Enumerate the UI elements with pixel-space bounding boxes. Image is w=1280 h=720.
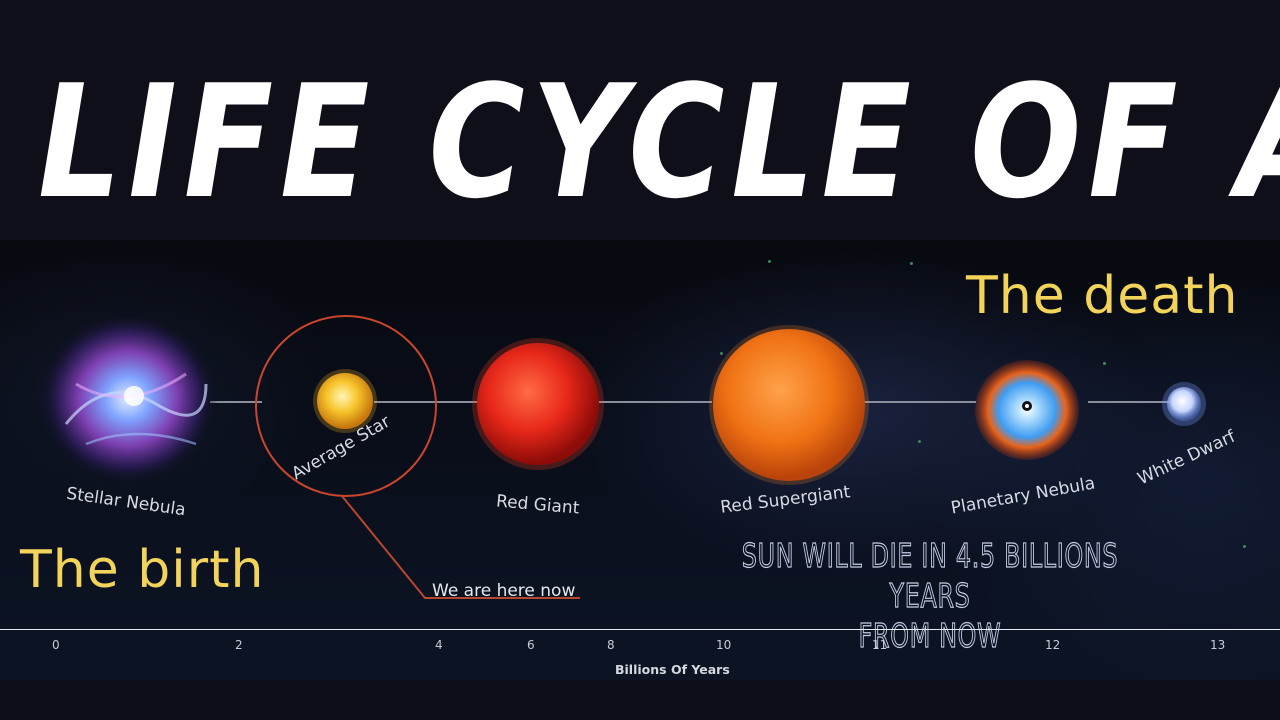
red-giant-image <box>472 338 604 470</box>
bottom-strip <box>0 680 1280 720</box>
marker-line <box>341 495 580 599</box>
sun-death-note: SUN WILL DIE IN 4.5 BILLIONS YEARS FROM … <box>721 535 1139 656</box>
star-dot <box>910 262 913 265</box>
connector-line <box>1088 401 1170 403</box>
axis-tick: 12 <box>1045 638 1061 652</box>
planetary-nebula-image <box>975 360 1079 460</box>
axis-tick: 10 <box>716 638 732 652</box>
connector-line <box>598 401 712 403</box>
sun-death-note-line1: SUN WILL DIE IN 4.5 BILLIONS YEARS <box>741 535 1119 615</box>
phase-birth-label: The birth <box>20 540 265 600</box>
title-main: LIFE CYCLE OF A <box>38 51 1280 233</box>
we-are-here-label: We are here now <box>432 581 576 601</box>
axis-tick: 4 <box>435 638 443 652</box>
stage-label-planetary-nebula: Planetary Nebula <box>949 473 1097 519</box>
axis-tick: 0 <box>52 638 60 652</box>
axis-tick: 8 <box>607 638 615 652</box>
axis-tick: 2 <box>235 638 243 652</box>
axis-tick: 11 <box>872 638 888 652</box>
red-supergiant-image <box>709 325 869 485</box>
stage-label-white-dwarf: White Dwarf <box>1134 426 1239 490</box>
connector-line <box>210 401 262 403</box>
connector-line <box>374 401 480 403</box>
timeline-axis <box>0 629 1280 630</box>
star-dot <box>1103 362 1106 365</box>
phase-death-label: The death <box>966 266 1239 326</box>
stage-label-red-supergiant: Red Supergiant <box>719 482 852 518</box>
axis-tick: 6 <box>527 638 535 652</box>
sun-death-note-line2: FROM NOW <box>858 615 1002 655</box>
star-dot <box>918 440 921 443</box>
stellar-nebula-image <box>38 316 218 488</box>
title-banner: LIFE CYCLE OF A SUN <box>0 0 1280 240</box>
page-title: LIFE CYCLE OF A SUN <box>38 52 1280 232</box>
axis-tick: 13 <box>1210 638 1226 652</box>
connector-line <box>864 401 976 403</box>
star-dot <box>768 260 771 263</box>
axis-label: Billions Of Years <box>615 662 730 677</box>
star-dot <box>1243 545 1246 548</box>
life-cycle-infographic: Stellar Nebula Average Star Red Giant Re… <box>0 240 1280 680</box>
star-dot <box>720 352 723 355</box>
white-dwarf-image <box>1162 382 1206 426</box>
average-star-image <box>255 315 437 497</box>
